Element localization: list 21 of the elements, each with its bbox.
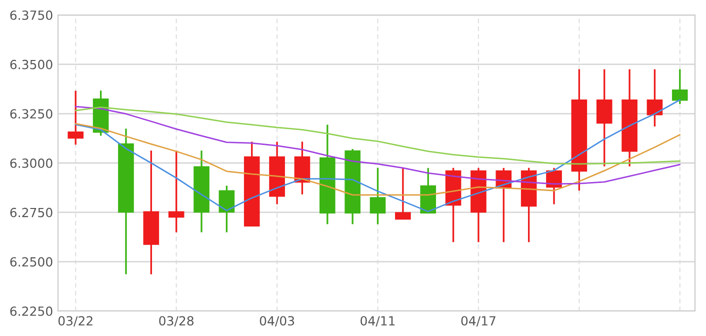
y-tick-label: 6.3500 bbox=[10, 60, 52, 70]
candlestick bbox=[646, 68, 663, 128]
candlestick bbox=[68, 90, 84, 146]
candlestick bbox=[596, 68, 612, 168]
y-tick-label: 6.3750 bbox=[10, 10, 52, 20]
candlestick bbox=[370, 167, 386, 226]
candlestick bbox=[168, 150, 184, 234]
x-tick-label: 04/03 bbox=[260, 316, 294, 327]
candlestick bbox=[672, 68, 688, 105]
x-tick-label: 03/22 bbox=[58, 316, 92, 327]
y-tick-label: 6.3250 bbox=[10, 109, 52, 119]
x-tick-label: 04/11 bbox=[360, 316, 395, 327]
x-tick-label: 04/17 bbox=[461, 316, 496, 327]
line-series bbox=[74, 106, 681, 165]
y-tick-label: 6.2250 bbox=[10, 306, 52, 316]
y-tick-label: 6.2750 bbox=[10, 208, 52, 218]
line-series bbox=[74, 123, 681, 196]
y-tick-label: 6.3000 bbox=[10, 158, 52, 168]
candlestick bbox=[395, 167, 411, 220]
x-tick-label: 03/28 bbox=[159, 316, 194, 327]
y-tick-label: 6.2500 bbox=[10, 257, 52, 267]
